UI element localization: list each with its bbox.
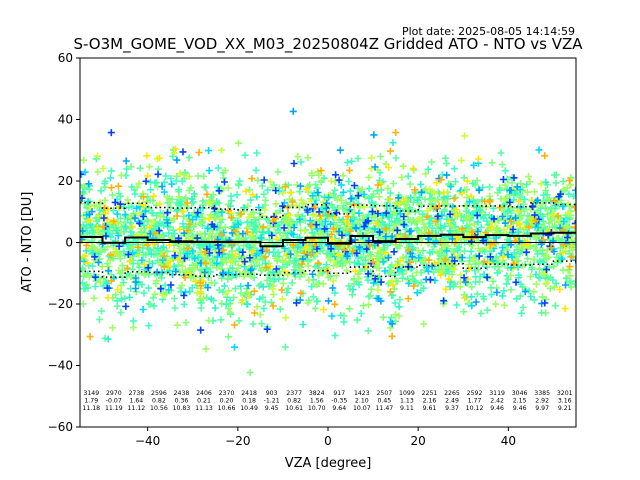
bin-mean-19: 2.15 <box>513 398 527 405</box>
y-tick-label-0: −60 <box>48 420 73 434</box>
bin-std-11: 9.64 <box>332 405 346 412</box>
bin-std-13: 11.47 <box>376 405 394 412</box>
bin-std-18: 9.46 <box>490 405 504 412</box>
bin-std-2: 11.12 <box>128 405 146 412</box>
x-tick-label-4: 40 <box>501 434 516 448</box>
bin-std-10: 10.70 <box>308 405 326 412</box>
y-tick-label-2: −20 <box>48 297 73 311</box>
bin-count-6: 2370 <box>219 390 235 397</box>
bin-mean-7: 0.18 <box>242 398 256 405</box>
bin-count-19: 3046 <box>512 390 528 397</box>
bin-std-12: 10.07 <box>353 405 371 412</box>
x-tick-label-0: −40 <box>135 434 160 448</box>
bin-mean-18: 2.42 <box>490 398 504 405</box>
y-tick-label-3: 0 <box>65 236 73 250</box>
bin-mean-5: 0.21 <box>197 398 211 405</box>
bin-count-7: 2418 <box>241 390 257 397</box>
bin-mean-2: 1.64 <box>129 398 143 405</box>
bin-mean-16: 2.49 <box>445 398 459 405</box>
bin-std-3: 10.56 <box>150 405 168 412</box>
bin-count-5: 2406 <box>196 390 212 397</box>
std-upper-line <box>80 201 576 218</box>
plot-date: Plot date: 2025-08-05 14:14:59 <box>402 25 575 38</box>
bin-mean-17: 1.77 <box>468 398 482 405</box>
bin-count-0: 3149 <box>83 390 99 397</box>
bin-std-6: 10.66 <box>218 405 236 412</box>
bin-count-10: 3824 <box>309 390 325 397</box>
y-axis: −60 −40 −20 0 20 40 60 <box>48 51 80 434</box>
bin-mean-8: -1.21 <box>264 398 280 405</box>
bin-count-18: 3119 <box>489 390 505 397</box>
y-tick-label-1: −40 <box>48 359 73 373</box>
y-tick-label-4: 20 <box>58 174 73 188</box>
bin-std-17: 10.12 <box>466 405 484 412</box>
bin-mean-13: 0.45 <box>377 398 391 405</box>
bin-std-0: 11.18 <box>82 405 100 412</box>
statistics-lines <box>80 201 576 278</box>
mean-line <box>80 231 576 248</box>
bin-mean-10: 1.56 <box>310 398 324 405</box>
scatter-markers-10 <box>83 129 576 341</box>
chart-title: S-O3M_GOME_VOD_XX_M03_20250804Z Gridded … <box>73 35 583 54</box>
bin-count-17: 2592 <box>467 390 483 397</box>
bin-count-8: 903 <box>266 390 278 397</box>
bin-mean-21: 3.16 <box>558 398 572 405</box>
bin-std-21: 9.21 <box>558 405 572 412</box>
bin-std-1: 11.19 <box>105 405 123 412</box>
x-tick-label-2: 0 <box>324 434 332 448</box>
bin-mean-14: 1.13 <box>400 398 414 405</box>
bin-std-16: 9.37 <box>445 405 459 412</box>
bin-mean-11: -0.35 <box>331 398 347 405</box>
bin-count-11: 917 <box>333 390 345 397</box>
bin-count-1: 2970 <box>106 390 122 397</box>
bin-mean-20: 2.92 <box>535 398 549 405</box>
y-axis-label: ATO - NTO [DU] <box>20 192 35 293</box>
std-lower-line <box>80 260 576 278</box>
x-tick-label-1: −20 <box>225 434 250 448</box>
bin-count-20: 3385 <box>534 390 550 397</box>
bin-count-14: 1099 <box>399 390 415 397</box>
bin-std-8: 9.45 <box>265 405 279 412</box>
bin-std-7: 10.49 <box>240 405 258 412</box>
y-tick-label-5: 40 <box>58 113 73 127</box>
x-axis-label: VZA [degree] <box>285 456 372 471</box>
bin-count-15: 2251 <box>422 390 438 397</box>
bin-std-15: 9.61 <box>423 405 437 412</box>
bin-mean-9: 0.82 <box>287 398 301 405</box>
bin-mean-0: 1.79 <box>84 398 98 405</box>
bin-mean-1: -0.07 <box>106 398 122 405</box>
bin-count-9: 2377 <box>286 390 302 397</box>
bin-count-13: 2507 <box>376 390 392 397</box>
bin-std-19: 9.46 <box>513 405 527 412</box>
bin-count-4: 2438 <box>174 390 190 397</box>
bin-mean-3: 0.82 <box>152 398 166 405</box>
bin-std-9: 10.61 <box>285 405 303 412</box>
bin-mean-15: 2.16 <box>423 398 437 405</box>
bin-std-5: 11.13 <box>195 405 213 412</box>
bin-mean-4: 0.36 <box>175 398 189 405</box>
x-tick-label-3: 20 <box>411 434 426 448</box>
bin-count-16: 2265 <box>444 390 460 397</box>
bin-mean-12: 2.10 <box>355 398 369 405</box>
bin-count-12: 1423 <box>354 390 370 397</box>
y-tick-label-6: 60 <box>58 51 73 65</box>
bin-count-2: 2738 <box>128 390 144 397</box>
bin-std-20: 9.97 <box>535 405 549 412</box>
bin-count-3: 2596 <box>151 390 167 397</box>
scatter-layer <box>80 107 576 377</box>
x-axis: −40 −20 0 20 40 <box>135 427 516 448</box>
bin-count-21: 3201 <box>557 390 573 397</box>
bin-std-14: 9.11 <box>400 405 414 412</box>
bin-std-4: 10.83 <box>173 405 191 412</box>
bin-mean-6: 0.20 <box>220 398 234 405</box>
